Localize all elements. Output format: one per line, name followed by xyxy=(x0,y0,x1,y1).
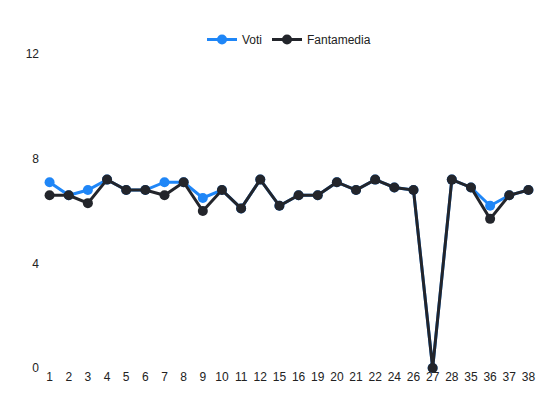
svg-text:22: 22 xyxy=(369,370,383,384)
svg-text:16: 16 xyxy=(292,370,306,384)
svg-text:3: 3 xyxy=(85,370,92,384)
svg-text:Voti: Voti xyxy=(242,33,262,47)
svg-text:0: 0 xyxy=(32,361,39,375)
svg-text:10: 10 xyxy=(215,370,229,384)
svg-text:8: 8 xyxy=(32,152,39,166)
svg-text:35: 35 xyxy=(464,370,478,384)
svg-text:1: 1 xyxy=(46,370,53,384)
svg-text:38: 38 xyxy=(522,370,536,384)
svg-text:Fantamedia: Fantamedia xyxy=(307,33,371,47)
svg-text:26: 26 xyxy=(407,370,421,384)
svg-text:12: 12 xyxy=(26,47,40,61)
svg-text:19: 19 xyxy=(311,370,325,384)
svg-text:2: 2 xyxy=(65,370,72,384)
svg-text:9: 9 xyxy=(199,370,206,384)
svg-text:7: 7 xyxy=(161,370,168,384)
svg-text:6: 6 xyxy=(142,370,149,384)
svg-text:37: 37 xyxy=(503,370,517,384)
svg-text:4: 4 xyxy=(32,257,39,271)
svg-text:12: 12 xyxy=(254,370,268,384)
svg-text:20: 20 xyxy=(330,370,344,384)
svg-text:8: 8 xyxy=(180,370,187,384)
svg-text:11: 11 xyxy=(235,370,248,384)
svg-text:15: 15 xyxy=(273,370,287,384)
svg-text:24: 24 xyxy=(388,370,402,384)
svg-text:5: 5 xyxy=(123,370,130,384)
svg-text:4: 4 xyxy=(104,370,111,384)
svg-text:28: 28 xyxy=(445,370,459,384)
svg-text:21: 21 xyxy=(349,370,363,384)
svg-text:27: 27 xyxy=(426,370,440,384)
svg-text:36: 36 xyxy=(483,370,497,384)
